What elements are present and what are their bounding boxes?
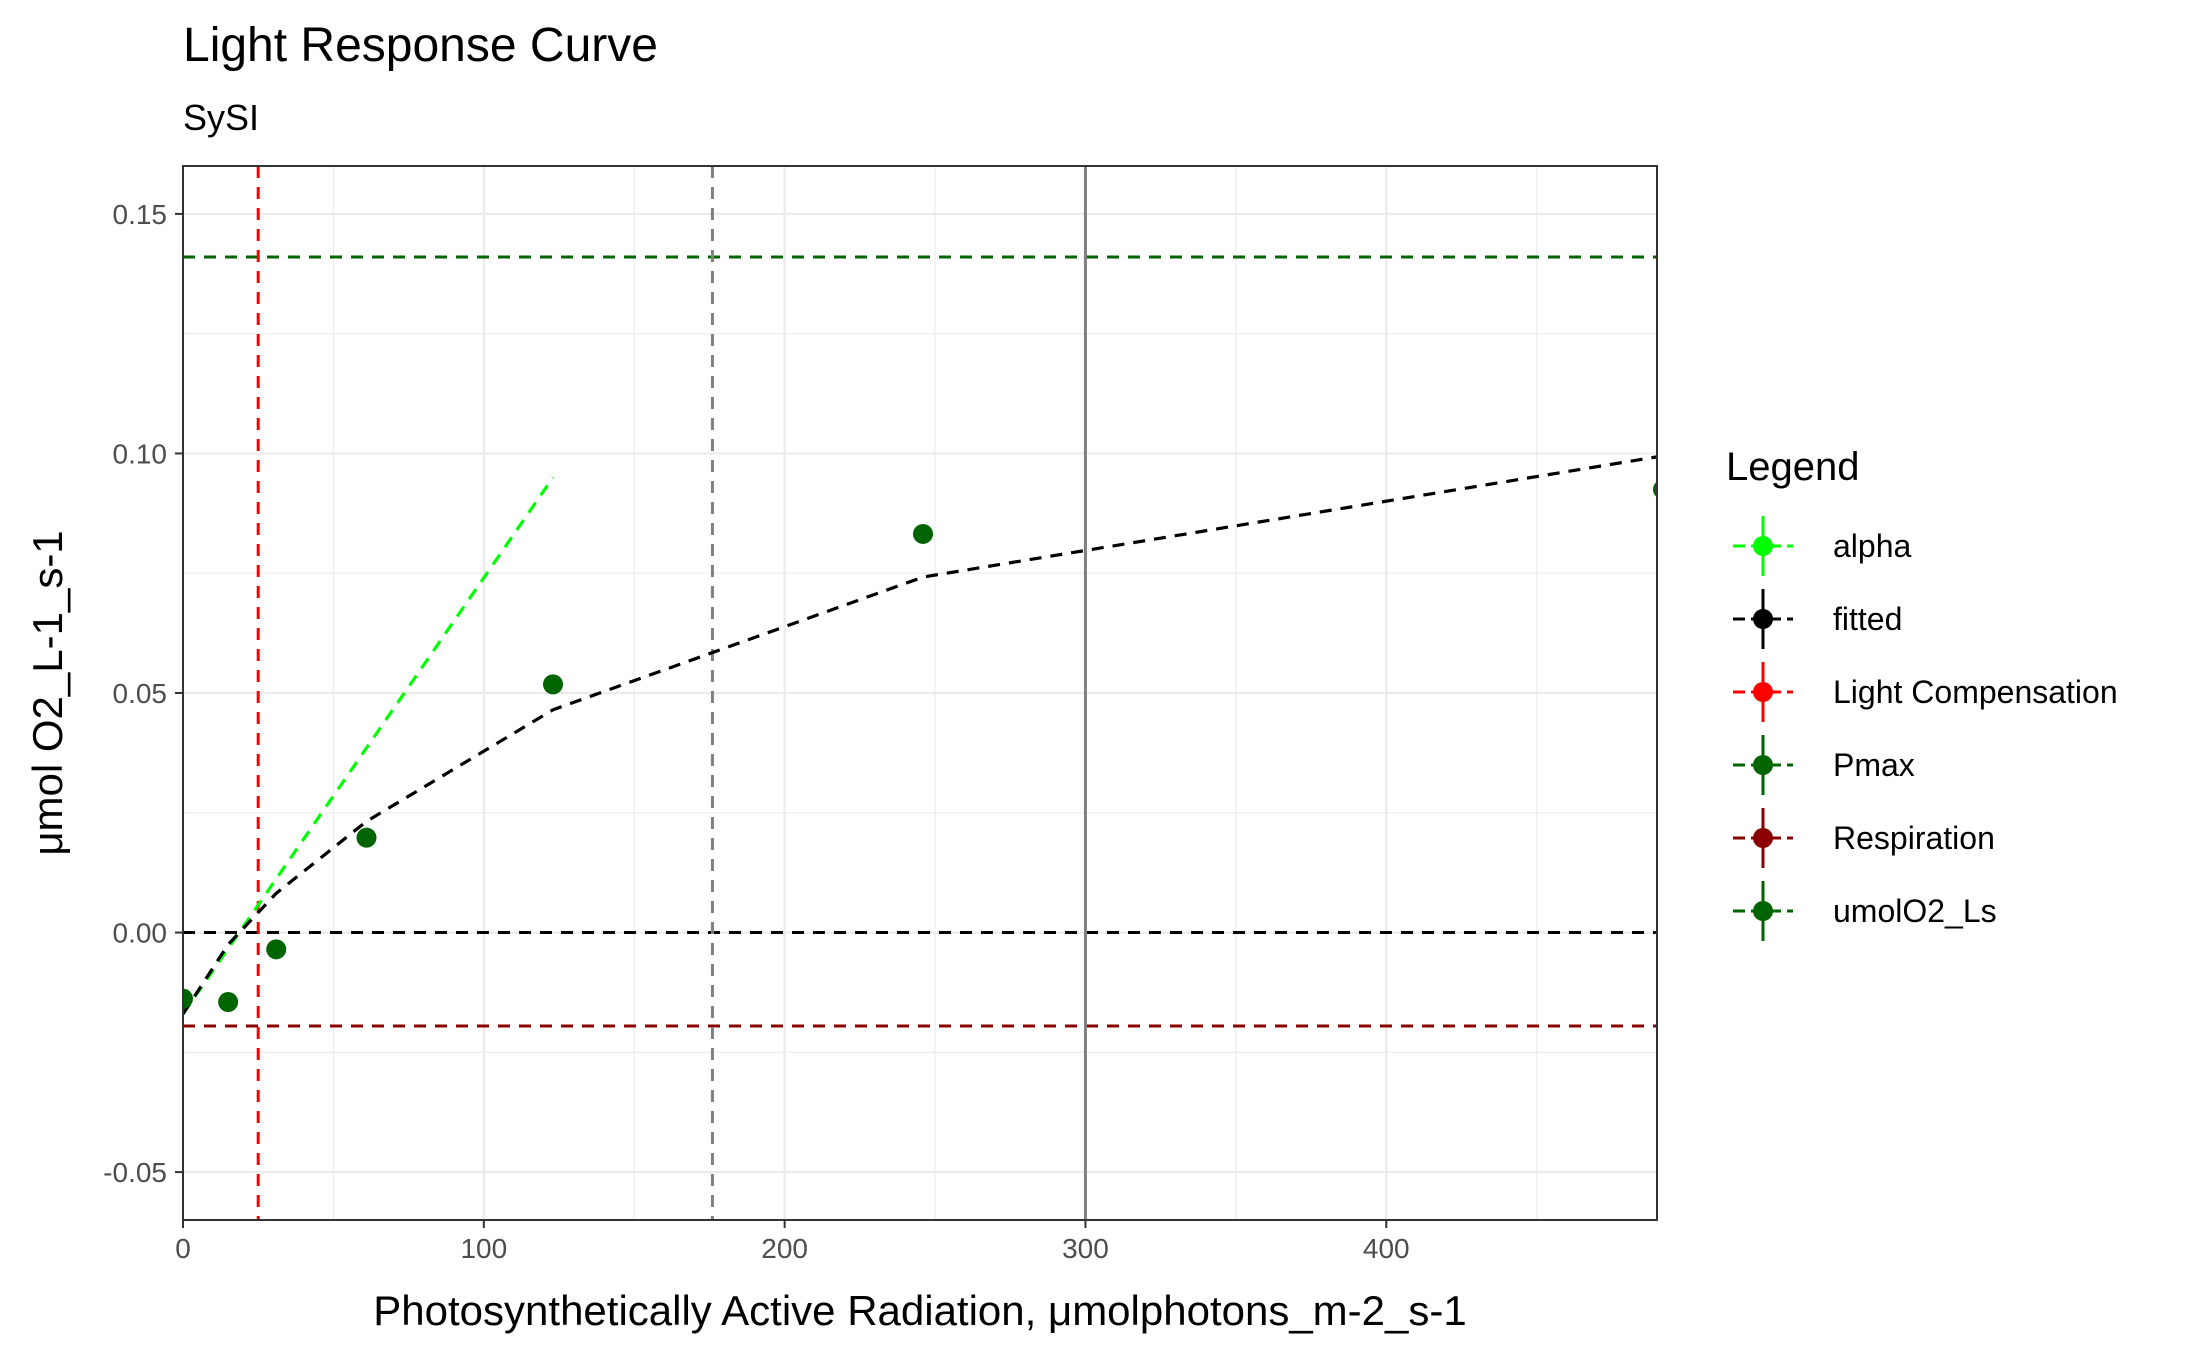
data-point	[183, 988, 193, 1009]
alpha-line	[183, 476, 555, 1015]
data-point	[266, 939, 287, 960]
chart-subtitle: SySI	[183, 97, 259, 138]
legend-key-point	[1753, 755, 1773, 775]
legend-key-point	[1753, 536, 1773, 556]
x-axis-title: Photosynthetically Active Radiation, μmo…	[373, 1287, 1466, 1334]
series	[183, 455, 1657, 1015]
legend-title: Legend	[1726, 445, 1859, 489]
legend-key-point	[1753, 828, 1773, 848]
x-tick-label: 400	[1363, 1233, 1410, 1264]
legend-key-point	[1753, 609, 1773, 629]
y-axis-title: μmol O2_L-1_s-1	[24, 530, 71, 855]
axes: 0 100 200 300 400 -0.05 0.00 0.05 0.10 0.15	[103, 199, 1409, 1264]
x-tick-label: 0	[175, 1233, 191, 1264]
legend-label: Pmax	[1833, 747, 1915, 783]
y-tick-label: -0.05	[103, 1157, 167, 1188]
legend-label: fitted	[1833, 601, 1902, 637]
y-tick-label: 0.10	[113, 438, 168, 469]
data-point	[543, 674, 564, 695]
grid	[181, 166, 1657, 1220]
data-point	[218, 992, 239, 1013]
y-tick-label: 0.15	[113, 199, 168, 230]
y-tick-label: 0.00	[113, 918, 168, 949]
legend-label: alpha	[1833, 528, 1912, 564]
reference-lines	[183, 166, 1657, 1220]
x-tick-label: 100	[460, 1233, 507, 1264]
y-tick-label: 0.05	[113, 678, 168, 709]
x-tick-label: 300	[1062, 1233, 1109, 1264]
legend-label: Light Compensation	[1833, 674, 2118, 710]
legend: Legend alpha fitted Light Compensation Pmax…	[1726, 445, 2118, 941]
chart-title: Light Response Curve	[183, 19, 658, 72]
x-tick-label: 200	[761, 1233, 808, 1264]
legend-key-point	[1753, 682, 1773, 702]
legend-label: umolO2_Ls	[1833, 893, 1997, 929]
legend-key-point	[1753, 901, 1773, 921]
legend-label: Respiration	[1833, 820, 1995, 856]
data-point	[356, 827, 377, 848]
data-point	[913, 523, 934, 544]
